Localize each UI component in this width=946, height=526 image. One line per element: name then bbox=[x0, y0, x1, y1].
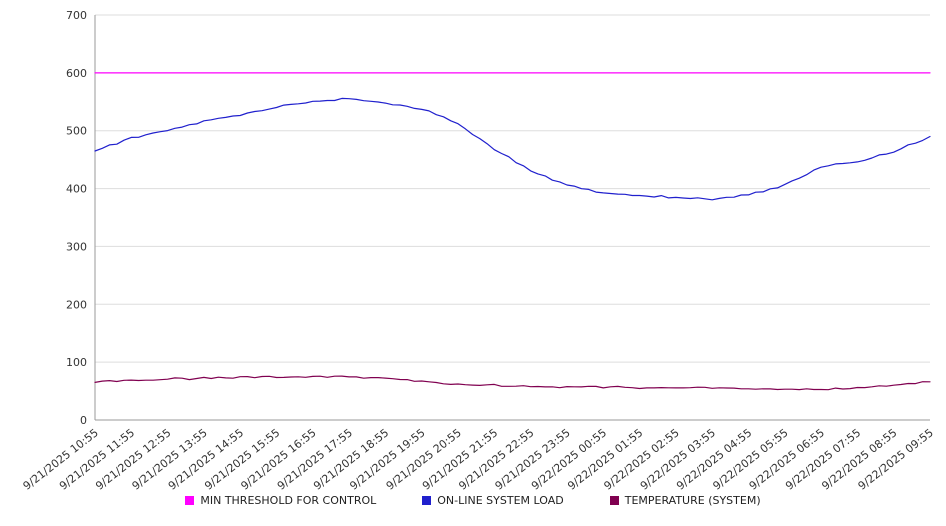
legend-item-temperature[interactable]: TEMPERATURE (SYSTEM) bbox=[609, 494, 761, 507]
y-axis-tick-label: 100 bbox=[66, 356, 87, 369]
chart-legend: MIN THRESHOLD FOR CONTROL ON-LINE SYSTEM… bbox=[0, 494, 946, 507]
legend-label-temperature: TEMPERATURE (SYSTEM) bbox=[624, 494, 761, 507]
temperature-swatch bbox=[609, 496, 619, 505]
y-axis-tick-label: 600 bbox=[66, 67, 87, 80]
y-axis-tick-label: 700 bbox=[66, 9, 87, 22]
temperature-line bbox=[94, 375, 931, 391]
system-load-swatch bbox=[422, 496, 432, 505]
y-axis-tick-label: 300 bbox=[66, 240, 87, 253]
system-load-line bbox=[94, 97, 931, 201]
y-axis-tick-label: 400 bbox=[66, 183, 87, 196]
legend-item-system-load[interactable]: ON-LINE SYSTEM LOAD bbox=[422, 494, 564, 507]
legend-item-min-threshold[interactable]: MIN THRESHOLD FOR CONTROL bbox=[185, 494, 376, 507]
y-axis-tick-label: 500 bbox=[66, 125, 87, 138]
legend-label-min-threshold: MIN THRESHOLD FOR CONTROL bbox=[200, 494, 377, 507]
y-axis-tick-label: 0 bbox=[80, 414, 87, 427]
y-axis-tick-label: 200 bbox=[66, 298, 87, 311]
min-threshold-swatch bbox=[185, 496, 195, 505]
legend-label-system-load: ON-LINE SYSTEM LOAD bbox=[437, 494, 564, 507]
